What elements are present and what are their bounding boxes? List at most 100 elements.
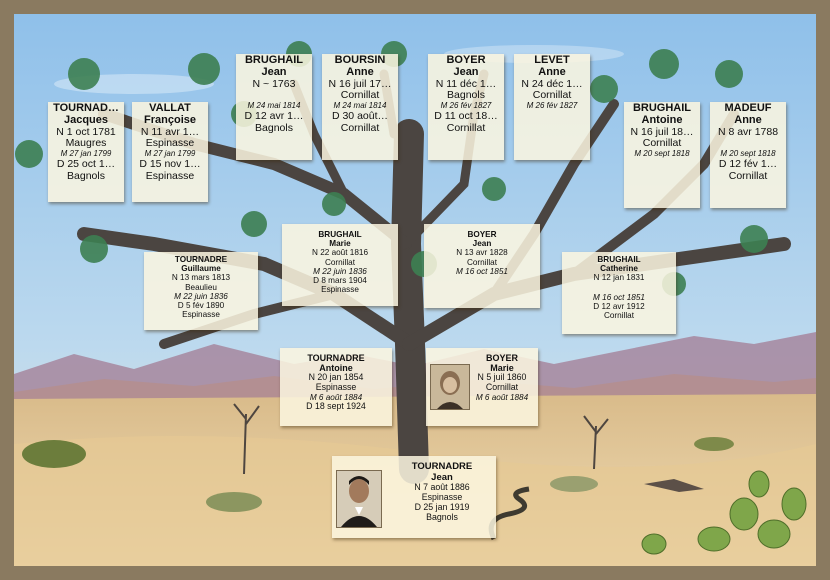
death: D 11 oct 18… [434,111,498,123]
person-card[interactable]: LEVET Anne N 24 déc 1… Cornillat M 26 fé… [514,54,590,160]
surname: LEVET [534,54,570,66]
person-card[interactable]: BRUGHAIL Jean N ~ 1763 M 24 mai 1814 D 1… [236,54,312,160]
birth-place: Cornillat [532,90,572,102]
death: D 12 avr 1… [244,111,304,123]
given-name: Jean [261,66,287,79]
death: D 15 nov 1… [139,159,201,171]
birth-place: Cornillat [324,257,356,267]
person-card[interactable]: MADEUF Anne N 8 avr 1788 M 20 sept 1818 … [710,102,786,208]
death-place: Bagnols [67,170,105,182]
birth: N 7 août 1886 [414,483,470,493]
person-card[interactable]: TOURNADRE Antoine N 20 jan 1854 Espinass… [280,348,392,426]
portrait-photo[interactable] [336,470,382,528]
marriage: M 24 mai 1814 [333,102,387,111]
marriage: M 22 juin 1836 [174,291,228,301]
given-name: Anne [538,66,566,79]
birth-place: Cornillat [340,90,380,102]
person-card[interactable]: BRUGHAIL Antoine N 16 juil 18… Cornillat… [624,102,700,208]
given-name: Marie [329,239,351,249]
tree-scene: TOURNAD… Jacques N 1 oct 1781 Maugres M … [14,14,816,566]
birth: N 13 avr 1828 [456,248,508,258]
death-place: Cornillat [728,171,768,183]
surname: TOURNAD… [53,102,119,114]
person-card[interactable]: VALLAT Françoise N 11 avr 1… Espinasse M… [132,102,208,202]
given-name: Anne [346,66,374,79]
death-place: Espinasse [321,285,359,295]
birth-place: Espinasse [145,138,195,150]
person-card[interactable]: TOURNADRE Guillaume N 13 mars 1813 Beaul… [144,252,258,330]
death: D 30 août… [331,111,389,123]
given-name: Jean [472,239,492,249]
death-place: Espinasse [145,170,195,182]
birth-place [710,138,786,150]
marriage: M 6 août 1884 [475,392,529,402]
death: D 8 mars 1904 [313,275,367,285]
marriage: M 6 août 1884 [309,392,363,402]
death-place: Cornillat [340,122,380,134]
birth-place: Maugres [65,138,107,150]
birth: N 12 jan 1831 [593,273,645,283]
surname: VALLAT [149,102,191,114]
death: D 12 avr 1912 [593,301,645,311]
death: D 25 jan 1919 [414,502,470,512]
birth: N 8 avr 1788 [717,126,779,138]
birth: N 11 déc 1… [435,78,497,90]
marriage: M 16 oct 1851 [593,292,645,302]
person-card[interactable]: BRUGHAIL Catherine N 12 jan 1831 M 16 oc… [562,252,676,334]
birth-place: Beaulieu [185,282,217,292]
birth: N 20 jan 1854 [308,373,364,383]
birth-place: Cornillat [485,383,519,392]
birth: N 1 oct 1781 [56,126,116,138]
surname: BRUGHAIL [632,102,692,114]
birth-place: Espinasse [315,383,357,392]
birth-place: Espinasse [421,493,463,503]
marriage: M 16 oct 1851 [456,266,508,276]
marriage: M 27 jan 1799 [144,150,196,159]
death: D 25 oct 1… [56,159,116,171]
portrait-photo[interactable] [430,364,470,410]
marriage: M 26 fév 1827 [440,102,492,111]
death: D 5 fév 1890 [177,300,225,310]
birth-place: Cornillat [642,138,682,150]
surname: TOURNADRE [307,353,365,363]
given-name: Catherine [600,264,638,274]
person-card[interactable]: BOYER Jean N 13 avr 1828 Cornillat M 16 … [424,224,540,308]
death-place: Cornillat [603,310,635,320]
person-card[interactable]: TOURNAD… Jacques N 1 oct 1781 Maugres M … [48,102,124,202]
marriage: M 20 sept 1818 [720,150,776,159]
death-place: Bagnols [255,123,293,135]
given-name: Jacques [63,114,109,127]
marriage: M 24 mai 1814 [247,102,301,111]
marriage: M 20 sept 1818 [634,150,690,159]
birth: N 16 juil 18… [630,126,694,138]
birth: N 11 avr 1… [140,126,200,138]
surname: MADEUF [724,102,772,114]
birth: N ~ 1763 [252,78,296,90]
given-name: Anne [734,114,762,127]
birth-place: Cornillat [466,257,498,267]
person-card[interactable]: BOYER Jean N 11 déc 1… Bagnols M 26 fév … [428,54,504,160]
birth-place: Bagnols [447,90,485,102]
death: D 18 sept 1924 [306,402,366,412]
surname: TOURNADRE [174,255,228,264]
surname: BRUGHAIL [244,54,304,66]
person-card[interactable]: BOURSIN Anne N 16 juil 17… Cornillat M 2… [322,54,398,160]
surname: BOYER [485,353,518,363]
surname: BOYER [446,54,486,66]
birth: N 22 août 1816 [312,248,368,258]
given-name: Jean [453,66,479,79]
birth: N 5 juil 1860 [477,373,527,383]
birth-place [236,90,312,102]
given-name: Jean [431,472,453,483]
elderly-woman-portrait-icon [431,365,469,409]
surname: BOURSIN [334,54,386,66]
death-place: Cornillat [446,122,486,134]
person-card[interactable]: BRUGHAIL Marie N 22 août 1816 Cornillat … [282,224,398,306]
surname: BOYER [467,230,497,239]
death-place: Espinasse [182,310,220,320]
given-name: Françoise [144,114,196,127]
surname: BRUGHAIL [597,255,641,264]
birth-place [562,283,676,293]
death-place: Bagnols [426,512,458,522]
